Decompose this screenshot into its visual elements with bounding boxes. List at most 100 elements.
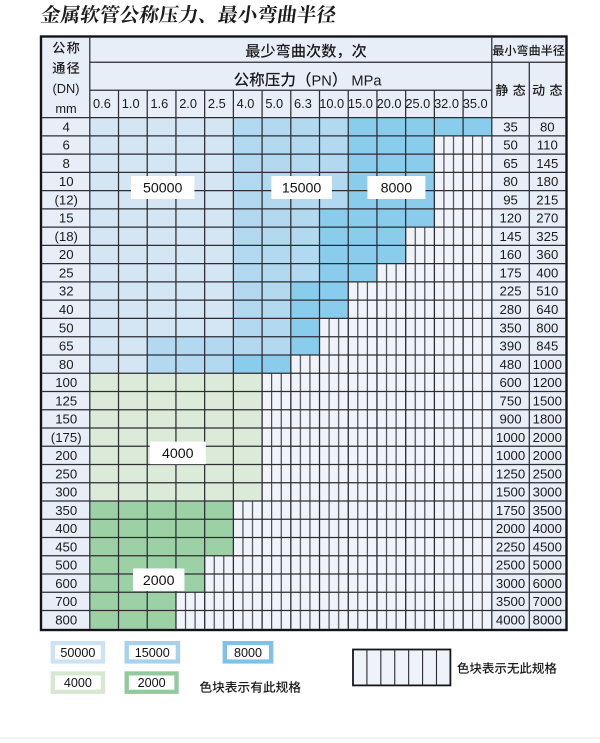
- svg-text:145: 145: [500, 229, 522, 244]
- svg-text:270: 270: [536, 211, 558, 226]
- svg-text:120: 120: [500, 211, 522, 226]
- svg-text:15000: 15000: [282, 181, 322, 197]
- svg-text:2500: 2500: [533, 466, 562, 481]
- svg-text:8000: 8000: [533, 612, 562, 627]
- svg-text:(12): (12): [54, 192, 77, 207]
- svg-text:200: 200: [55, 448, 77, 463]
- svg-text:800: 800: [55, 612, 77, 627]
- svg-text:800: 800: [536, 320, 558, 335]
- svg-text:4000: 4000: [162, 446, 194, 462]
- svg-text:1250: 1250: [496, 466, 525, 481]
- svg-text:32: 32: [59, 284, 74, 299]
- svg-text:640: 640: [536, 302, 558, 317]
- svg-text:250: 250: [55, 466, 77, 481]
- svg-text:110: 110: [537, 138, 558, 153]
- svg-text:1200: 1200: [533, 375, 562, 390]
- svg-text:300: 300: [55, 485, 77, 500]
- svg-text:2000: 2000: [496, 521, 525, 536]
- svg-text:750: 750: [500, 393, 522, 408]
- svg-text:6: 6: [63, 138, 70, 153]
- svg-text:2.0: 2.0: [179, 96, 197, 111]
- svg-text:100: 100: [55, 375, 77, 390]
- svg-text:(175): (175): [51, 430, 82, 445]
- svg-text:3000: 3000: [496, 576, 525, 591]
- svg-text:20: 20: [59, 247, 74, 262]
- svg-text:225: 225: [500, 284, 522, 299]
- svg-text:2000: 2000: [138, 676, 166, 690]
- svg-text:180: 180: [536, 174, 558, 189]
- svg-text:MPa: MPa: [351, 73, 382, 89]
- svg-text:50000: 50000: [60, 646, 95, 660]
- svg-text:0.6: 0.6: [93, 96, 111, 111]
- svg-text:400: 400: [536, 265, 558, 280]
- svg-text:15.0: 15.0: [348, 96, 373, 111]
- svg-text:8: 8: [63, 156, 70, 171]
- svg-text:350: 350: [500, 320, 522, 335]
- svg-text:1750: 1750: [496, 503, 525, 518]
- svg-text:6.3: 6.3: [294, 96, 312, 111]
- svg-text:15: 15: [59, 211, 74, 226]
- svg-text:3500: 3500: [533, 503, 562, 518]
- svg-text:PN: PN: [312, 73, 332, 89]
- svg-text:20.0: 20.0: [377, 96, 402, 111]
- svg-text:4000: 4000: [64, 676, 92, 690]
- svg-text:600: 600: [500, 375, 522, 390]
- svg-text:145: 145: [536, 156, 558, 171]
- svg-text:50000: 50000: [143, 181, 183, 197]
- svg-text:2250: 2250: [496, 539, 525, 554]
- svg-text:(18): (18): [54, 229, 77, 244]
- svg-text:700: 700: [55, 594, 77, 609]
- svg-text:2.5: 2.5: [208, 96, 226, 111]
- svg-text:1500: 1500: [496, 485, 525, 500]
- svg-text:mm: mm: [55, 101, 76, 116]
- svg-text:450: 450: [55, 539, 77, 554]
- svg-text:35: 35: [503, 119, 518, 134]
- svg-text:65: 65: [503, 156, 518, 171]
- svg-text:4000: 4000: [533, 521, 562, 536]
- svg-text:10: 10: [59, 174, 74, 189]
- svg-text:1800: 1800: [533, 412, 562, 427]
- svg-text:50: 50: [503, 138, 518, 153]
- svg-text:7000: 7000: [533, 594, 562, 609]
- svg-text:2000: 2000: [143, 573, 175, 589]
- svg-text:600: 600: [55, 576, 77, 591]
- svg-text:1.0: 1.0: [122, 96, 140, 111]
- svg-text:1000: 1000: [496, 430, 525, 445]
- svg-text:3000: 3000: [533, 485, 562, 500]
- svg-text:1.6: 1.6: [150, 96, 168, 111]
- svg-text:3500: 3500: [496, 594, 525, 609]
- svg-text:80: 80: [540, 119, 555, 134]
- svg-text:325: 325: [536, 229, 558, 244]
- svg-text:1000: 1000: [496, 448, 525, 463]
- svg-text:1500: 1500: [533, 393, 562, 408]
- svg-text:500: 500: [55, 558, 77, 573]
- svg-text:360: 360: [536, 247, 558, 262]
- svg-text:150: 150: [55, 412, 77, 427]
- svg-text:5000: 5000: [533, 558, 562, 573]
- svg-text:25: 25: [59, 265, 74, 280]
- svg-text:160: 160: [500, 247, 522, 262]
- svg-text:35.0: 35.0: [463, 96, 488, 111]
- svg-text:32.0: 32.0: [434, 96, 459, 111]
- svg-text:390: 390: [500, 339, 522, 354]
- svg-text:5.0: 5.0: [265, 96, 283, 111]
- svg-text:350: 350: [55, 503, 77, 518]
- svg-text:65: 65: [59, 339, 74, 354]
- svg-text:845: 845: [536, 339, 558, 354]
- svg-text:4000: 4000: [496, 612, 525, 627]
- svg-text:175: 175: [500, 265, 522, 280]
- svg-text:2500: 2500: [496, 558, 525, 573]
- svg-text:6000: 6000: [533, 576, 562, 591]
- svg-text:40: 40: [59, 302, 74, 317]
- svg-text:15000: 15000: [135, 646, 170, 660]
- svg-text:(DN): (DN): [52, 81, 79, 96]
- svg-text:400: 400: [55, 521, 77, 536]
- svg-text:125: 125: [55, 393, 77, 408]
- svg-text:50: 50: [59, 320, 74, 335]
- svg-text:4.0: 4.0: [237, 96, 255, 111]
- svg-text:510: 510: [536, 284, 558, 299]
- svg-text:4: 4: [63, 119, 70, 134]
- svg-text:4500: 4500: [533, 539, 562, 554]
- svg-text:215: 215: [536, 192, 558, 207]
- svg-text:95: 95: [503, 192, 518, 207]
